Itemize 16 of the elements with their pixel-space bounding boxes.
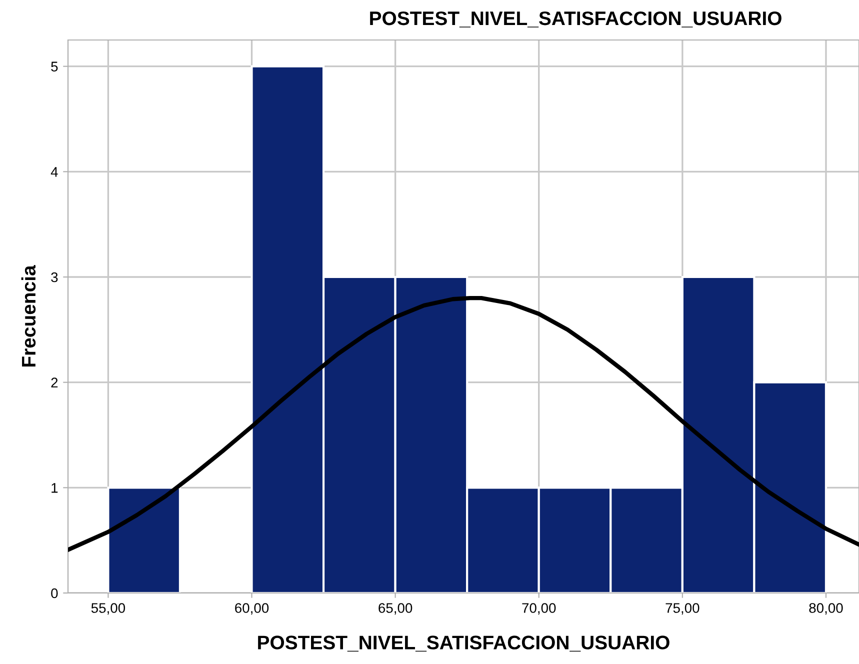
y-axis-title: Frecuencia [21, 265, 36, 367]
x-tick-label: 60,00 [235, 603, 269, 615]
line-series [68, 296, 859, 552]
x-tick-label: 75,00 [666, 603, 700, 615]
y-tick-label: 4 [50, 167, 58, 177]
x-tick-label: 55,00 [91, 603, 126, 615]
x-tick-label: 65,00 [378, 603, 412, 615]
y-tick-label: 5 [51, 62, 58, 72]
chart-title: POSTEST_NIVEL_SATISFACCION_USUARIO [370, 11, 782, 28]
y-tick-label: 2 [51, 378, 58, 388]
x-tick-label: 70,00 [522, 603, 556, 615]
y-tick-label: 0 [51, 588, 58, 598]
x-axis-title: POSTEST_NIVEL_SATISFACCION_USUARIO [258, 636, 670, 652]
y-tick-label: 1 [52, 483, 58, 493]
x-tick-label: 80,00 [809, 603, 843, 615]
y-tick-label: 3 [51, 272, 58, 282]
